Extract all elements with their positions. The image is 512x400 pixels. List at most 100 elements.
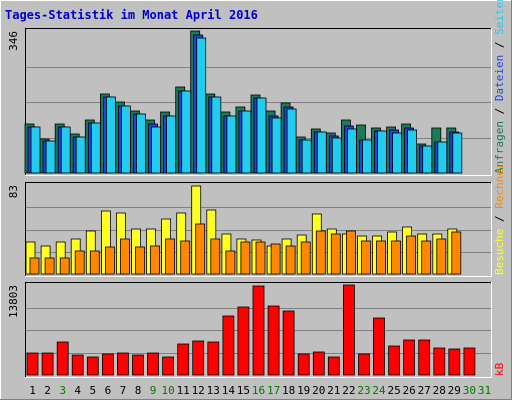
bar-rechner-day-15 [240, 241, 251, 275]
panel-requests-max-label: 346 [7, 31, 20, 51]
bar-seiten-day-19 [301, 139, 312, 174]
bar-kb-day-28 [433, 347, 446, 376]
x-tick-label-day-8: 8 [135, 384, 142, 397]
bar-seiten-day-18 [286, 108, 297, 174]
bar-rechner-day-4 [74, 250, 85, 275]
bar-kb-day-19 [297, 353, 310, 376]
bar-kb-day-30 [463, 347, 476, 376]
bar-rechner-day-29 [451, 231, 462, 275]
bar-rechner-day-6 [105, 246, 115, 275]
bar-seiten-day-10 [166, 115, 177, 174]
legend-item-anfragen: Anfragen [493, 121, 506, 174]
bar-kb-day-1 [26, 352, 39, 376]
x-tick-label-day-10: 10 [161, 384, 174, 397]
bar-seiten-day-8 [136, 113, 146, 174]
x-tick-label-day-25: 25 [387, 384, 400, 397]
bar-rechner-day-24 [376, 240, 386, 275]
x-tick-label-day-6: 6 [105, 384, 112, 397]
x-tick-label-day-13: 13 [207, 384, 220, 397]
legend-item-dateien: Dateien [493, 55, 506, 101]
bar-rechner-day-14 [225, 250, 236, 275]
bar-seiten-day-1 [30, 126, 41, 174]
legend-item-rechner: Rechner [493, 162, 506, 209]
x-tick-label-day-22: 22 [342, 384, 355, 397]
bar-kb-day-7 [117, 352, 129, 376]
bar-kb-day-14 [222, 315, 235, 376]
bar-rechner-day-3 [59, 257, 70, 275]
bar-seiten-day-14 [226, 115, 237, 174]
bar-rechner-day-25 [391, 240, 402, 275]
legend-separator: / [493, 209, 506, 229]
x-tick-label-day-4: 4 [74, 384, 81, 397]
bar-kb-day-12 [192, 340, 205, 376]
bar-rechner-day-5 [89, 250, 100, 275]
bar-seiten-day-5 [90, 122, 101, 174]
bar-rechner-day-1 [29, 257, 40, 275]
bar-seiten-day-16 [256, 97, 267, 174]
x-tick-label-day-28: 28 [433, 384, 446, 397]
x-axis-labels: 1 2 3 4 5 6 7 8 9 10 11 12 13 14 15 16 17 18 19 20 21 22 23 24 2… [29, 384, 491, 397]
bar-seiten-day-28 [437, 141, 448, 174]
bar-kb-day-17 [267, 305, 280, 376]
bar-seiten-day-11 [181, 90, 192, 174]
x-tick-label-day-23: 23 [357, 384, 370, 397]
x-tick-label-day-30: 30 [463, 384, 476, 397]
panel-visits: 83 Besuche / Rechner [7, 162, 506, 277]
bar-kb-day-2 [41, 352, 54, 376]
bar-kb-day-6 [102, 353, 114, 376]
x-tick-label-day-21: 21 [327, 384, 340, 397]
x-tick-label-day-31: 31 [478, 384, 491, 397]
bar-seiten-day-25 [392, 132, 403, 174]
bar-seiten-day-26 [407, 129, 418, 174]
bar-kb-day-9 [147, 352, 159, 376]
bar-seiten-day-12 [196, 37, 207, 174]
panels-layer: 346 Anfragen / Dateien / Seiten 83 Besuche … [7, 0, 506, 378]
bar-rechner-day-2 [44, 257, 55, 275]
bar-rechner-day-20 [315, 230, 326, 275]
bar-seiten-day-21 [331, 137, 342, 174]
x-tick-label-day-12: 12 [192, 384, 205, 397]
x-tick-label-day-14: 14 [222, 384, 236, 397]
bar-seiten-day-4 [75, 136, 86, 174]
bar-seiten-day-29 [452, 132, 463, 174]
panel-volume-legend: kB [493, 362, 506, 376]
bar-kb-day-24 [373, 317, 385, 376]
panel-volume-max-label: 13803 [7, 285, 20, 318]
bar-rechner-day-18 [285, 245, 296, 275]
bar-rechner-day-12 [195, 223, 206, 275]
bar-rechner-day-22 [345, 230, 356, 275]
x-tick-label-day-15: 15 [237, 384, 250, 397]
x-tick-label-day-29: 29 [448, 384, 461, 397]
bar-kb-day-25 [388, 345, 401, 376]
x-tick-label-day-27: 27 [418, 384, 431, 397]
bar-kb-day-3 [56, 341, 69, 376]
x-tick-label-day-11: 11 [177, 384, 190, 397]
bar-kb-day-4 [71, 354, 84, 376]
bar-seiten-day-9 [151, 126, 161, 174]
bar-rechner-day-8 [135, 246, 145, 275]
x-tick-label-day-20: 20 [312, 384, 325, 397]
bar-seiten-day-17 [271, 117, 282, 174]
bar-kb-day-20 [312, 351, 325, 376]
bar-rechner-day-16 [255, 241, 266, 275]
bar-rechner-day-11 [180, 240, 191, 275]
bar-seiten-day-2 [45, 140, 56, 174]
bar-rechner-day-19 [300, 241, 311, 275]
bar-kb-day-18 [282, 310, 295, 376]
bar-rechner-day-21 [330, 233, 341, 275]
panel-requests: 346 Anfragen / Dateien / Seiten [7, 0, 506, 176]
bar-kb-day-11 [177, 343, 190, 376]
panel-requests-legend: Anfragen / Dateien / Seiten [493, 0, 506, 174]
x-tick-label-day-17: 17 [267, 384, 280, 397]
bar-seiten-day-20 [316, 131, 327, 174]
bar-kb-day-13 [207, 341, 220, 376]
bar-kb-day-21 [327, 356, 340, 376]
legend-item-seiten: Seiten [493, 0, 506, 35]
x-tick-label-day-9: 9 [150, 384, 157, 397]
series-seiten [30, 37, 463, 174]
x-tick-label-day-1: 1 [29, 384, 36, 397]
bar-seiten-day-13 [211, 96, 222, 174]
legend-item-besuche: Besuche [493, 229, 506, 275]
bar-rechner-day-17 [270, 243, 281, 275]
